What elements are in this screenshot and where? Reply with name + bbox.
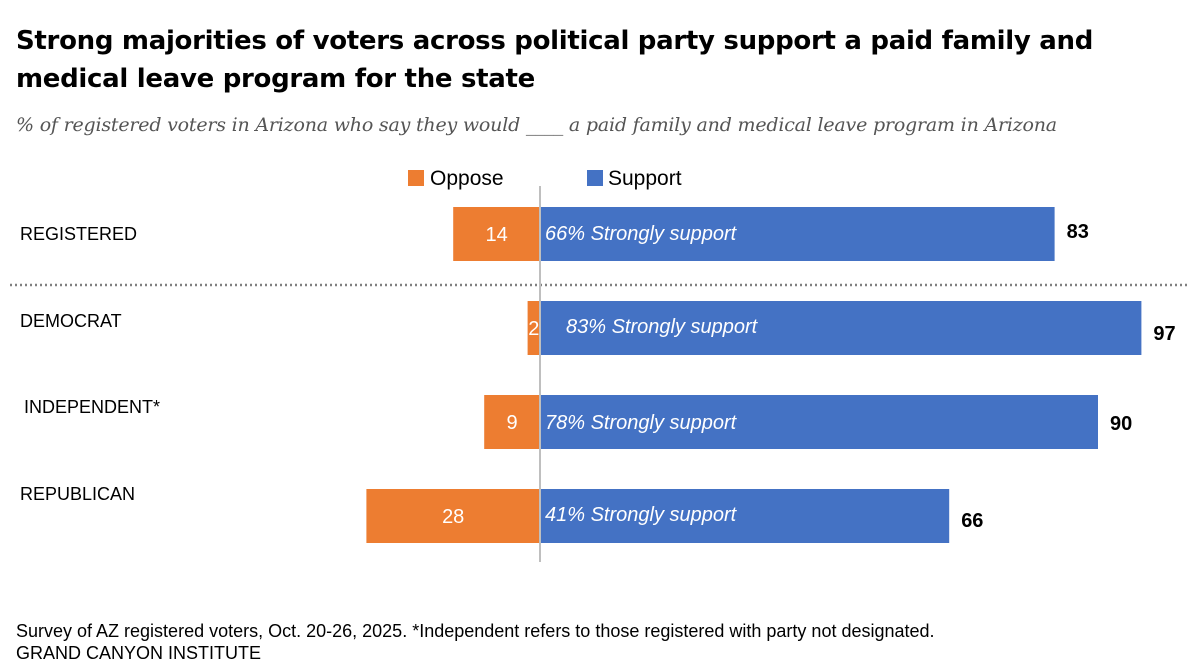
footer-note: Survey of AZ registered voters, Oct. 20-… xyxy=(16,621,935,641)
bar-support-value-registered: 83 xyxy=(1067,221,1089,243)
category-label-independent: INDEPENDENT* xyxy=(24,397,160,417)
bar-oppose-registered xyxy=(453,207,540,261)
legend-oppose-label: Oppose xyxy=(430,167,504,190)
legend-support-swatch xyxy=(587,170,603,186)
category-label-republican: REPUBLICAN xyxy=(20,484,135,504)
footer-source: GRAND CANYON INSTITUTE xyxy=(16,643,262,663)
strongly-support-label-democrat: 83% Strongly support xyxy=(566,316,759,338)
strongly-support-label-republican: 41% Strongly support xyxy=(545,504,738,526)
bar-oppose-republican xyxy=(366,489,540,543)
strongly-support-label-independent: 78% Strongly support xyxy=(545,412,738,434)
bar-oppose-value-democrat: 2 xyxy=(528,318,539,340)
chart-title: Strong majorities of voters across polit… xyxy=(16,26,1094,94)
bar-oppose-value-independent: 9 xyxy=(507,412,518,434)
legend-support-label: Support xyxy=(608,167,682,190)
legend-oppose-swatch xyxy=(408,170,424,186)
bar-oppose-democrat xyxy=(527,301,540,355)
bar-support-value-independent: 90 xyxy=(1110,413,1132,435)
bar-support-value-democrat: 97 xyxy=(1153,323,1175,345)
bar-oppose-value-republican: 28 xyxy=(442,506,464,528)
bar-support-democrat xyxy=(540,301,1142,355)
bar-oppose-value-registered: 14 xyxy=(485,224,507,246)
bar-oppose-independent xyxy=(484,395,540,449)
bar-support-registered xyxy=(540,207,1055,261)
chart-footer: Survey of AZ registered voters, Oct. 20-… xyxy=(16,620,935,664)
chart-subtitle: % of registered voters in Arizona who sa… xyxy=(16,114,1057,136)
chart-canvas: Oppose Support REGISTERED 14 83 66% Strongly … xyxy=(10,167,1190,562)
category-label-registered: REGISTERED xyxy=(20,224,137,244)
bar-support-republican xyxy=(540,489,950,543)
strongly-support-label-registered: 66% Strongly support xyxy=(545,223,738,245)
bar-support-value-republican: 66 xyxy=(961,510,983,532)
category-label-democrat: DEMOCRAT xyxy=(20,311,122,331)
bar-support-independent xyxy=(540,395,1098,449)
